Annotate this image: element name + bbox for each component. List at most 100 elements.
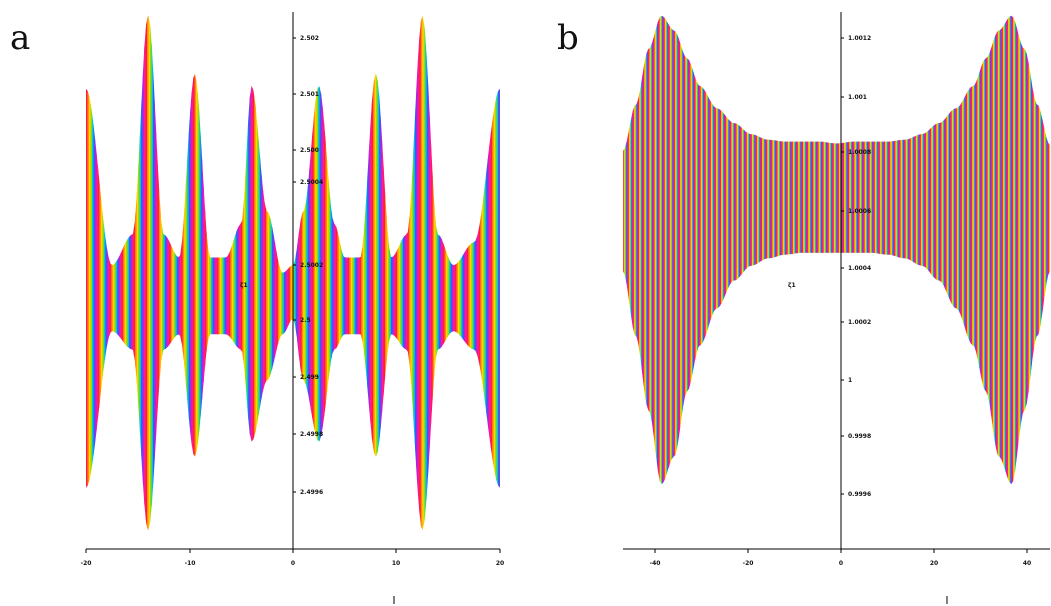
area-stripe bbox=[684, 15, 686, 485]
area-stripe bbox=[386, 15, 389, 531]
area-stripe bbox=[976, 15, 978, 485]
area-stripe bbox=[932, 15, 934, 485]
area-stripe bbox=[891, 15, 893, 485]
area-stripe bbox=[1009, 15, 1011, 485]
area-stripe bbox=[768, 15, 770, 485]
area-stripe bbox=[794, 15, 796, 485]
area-stripe bbox=[1045, 15, 1047, 485]
area-stripe bbox=[1041, 15, 1043, 485]
area-stripe bbox=[297, 15, 300, 531]
area-stripe bbox=[696, 15, 698, 485]
area-stripe bbox=[288, 15, 291, 531]
area-stripe bbox=[182, 15, 185, 531]
area-stripe bbox=[969, 15, 971, 485]
area-stripe bbox=[623, 15, 625, 485]
area-stripe bbox=[380, 15, 383, 531]
area-stripe bbox=[798, 15, 800, 485]
area-stripe bbox=[1028, 15, 1030, 485]
area-stripe bbox=[370, 15, 373, 531]
area-stripe bbox=[212, 15, 215, 531]
area-stripe bbox=[937, 15, 939, 485]
area-stripe bbox=[203, 15, 206, 531]
area-stripe bbox=[697, 15, 699, 485]
area-stripe bbox=[767, 15, 769, 485]
area-stripe bbox=[911, 15, 913, 485]
area-stripe bbox=[656, 15, 658, 485]
area-stripe bbox=[934, 15, 936, 485]
area-stripe bbox=[918, 15, 920, 485]
area-stripe bbox=[1007, 15, 1009, 485]
area-stripe bbox=[744, 15, 746, 485]
area-stripe bbox=[382, 15, 384, 531]
area-stripe bbox=[825, 15, 827, 485]
area-stripe bbox=[924, 15, 926, 485]
area-stripe bbox=[810, 15, 812, 485]
area-stripe bbox=[715, 15, 717, 485]
area-stripe bbox=[827, 15, 829, 485]
area-stripe bbox=[874, 15, 876, 485]
area-stripe bbox=[981, 15, 983, 485]
area-stripe bbox=[449, 15, 451, 531]
y-tick-label: 2.5 bbox=[300, 317, 311, 324]
area-stripe bbox=[948, 15, 950, 485]
area-stripe bbox=[904, 15, 906, 485]
area-stripe bbox=[304, 15, 307, 531]
area-stripe bbox=[1000, 15, 1002, 485]
area-stripe bbox=[649, 15, 651, 485]
area-stripe bbox=[838, 15, 840, 485]
area-stripe bbox=[680, 15, 682, 485]
area-stripe bbox=[820, 15, 822, 485]
area-stripe bbox=[274, 15, 277, 531]
area-stripe bbox=[931, 15, 933, 485]
area-stripe bbox=[477, 15, 480, 531]
area-stripe bbox=[280, 15, 283, 531]
area-stripe bbox=[766, 15, 768, 485]
area-stripe bbox=[432, 15, 435, 531]
area-stripe bbox=[949, 15, 951, 485]
area-stripe bbox=[993, 15, 995, 485]
area-stripe bbox=[874, 15, 876, 485]
area-stripe bbox=[700, 15, 702, 485]
area-stripe bbox=[266, 15, 268, 531]
area-stripe bbox=[897, 15, 899, 485]
area-stripe bbox=[216, 15, 219, 531]
area-stripe bbox=[90, 15, 93, 531]
area-stripe bbox=[459, 15, 462, 531]
area-stripe bbox=[335, 15, 338, 531]
area-stripe bbox=[779, 15, 781, 485]
area-stripe bbox=[965, 15, 967, 485]
area-stripe bbox=[895, 15, 897, 485]
area-stripe bbox=[854, 15, 856, 485]
area-stripe bbox=[444, 15, 447, 531]
area-stripe bbox=[785, 15, 787, 485]
area-stripe bbox=[677, 15, 679, 485]
area-stripe bbox=[870, 15, 872, 485]
area-stripe bbox=[706, 15, 708, 485]
area-stripe bbox=[349, 15, 352, 531]
area-stripe bbox=[728, 15, 730, 485]
area-stripe bbox=[325, 15, 328, 531]
panel-b-label: b bbox=[557, 18, 579, 58]
area-stripe bbox=[627, 15, 629, 485]
area-stripe bbox=[762, 15, 764, 485]
area-stripe bbox=[845, 15, 847, 485]
area-stripe bbox=[764, 15, 766, 485]
area-stripe bbox=[1038, 15, 1040, 485]
area-stripe bbox=[678, 15, 680, 485]
area-stripe bbox=[858, 15, 860, 485]
area-stripe bbox=[501, 7, 503, 554]
area-stripe bbox=[1035, 15, 1037, 485]
area-stripe bbox=[353, 15, 356, 531]
area-stripe bbox=[434, 15, 437, 531]
y-axis-label: ζ1 bbox=[240, 282, 248, 289]
area-stripe bbox=[778, 15, 780, 485]
area-stripe bbox=[753, 15, 755, 485]
area-stripe bbox=[954, 15, 956, 485]
area-stripe bbox=[635, 15, 637, 485]
area-stripe bbox=[990, 15, 992, 485]
area-stripe bbox=[658, 15, 660, 485]
area-stripe bbox=[998, 15, 1000, 485]
area-stripe bbox=[405, 15, 408, 531]
area-stripe bbox=[837, 15, 839, 485]
